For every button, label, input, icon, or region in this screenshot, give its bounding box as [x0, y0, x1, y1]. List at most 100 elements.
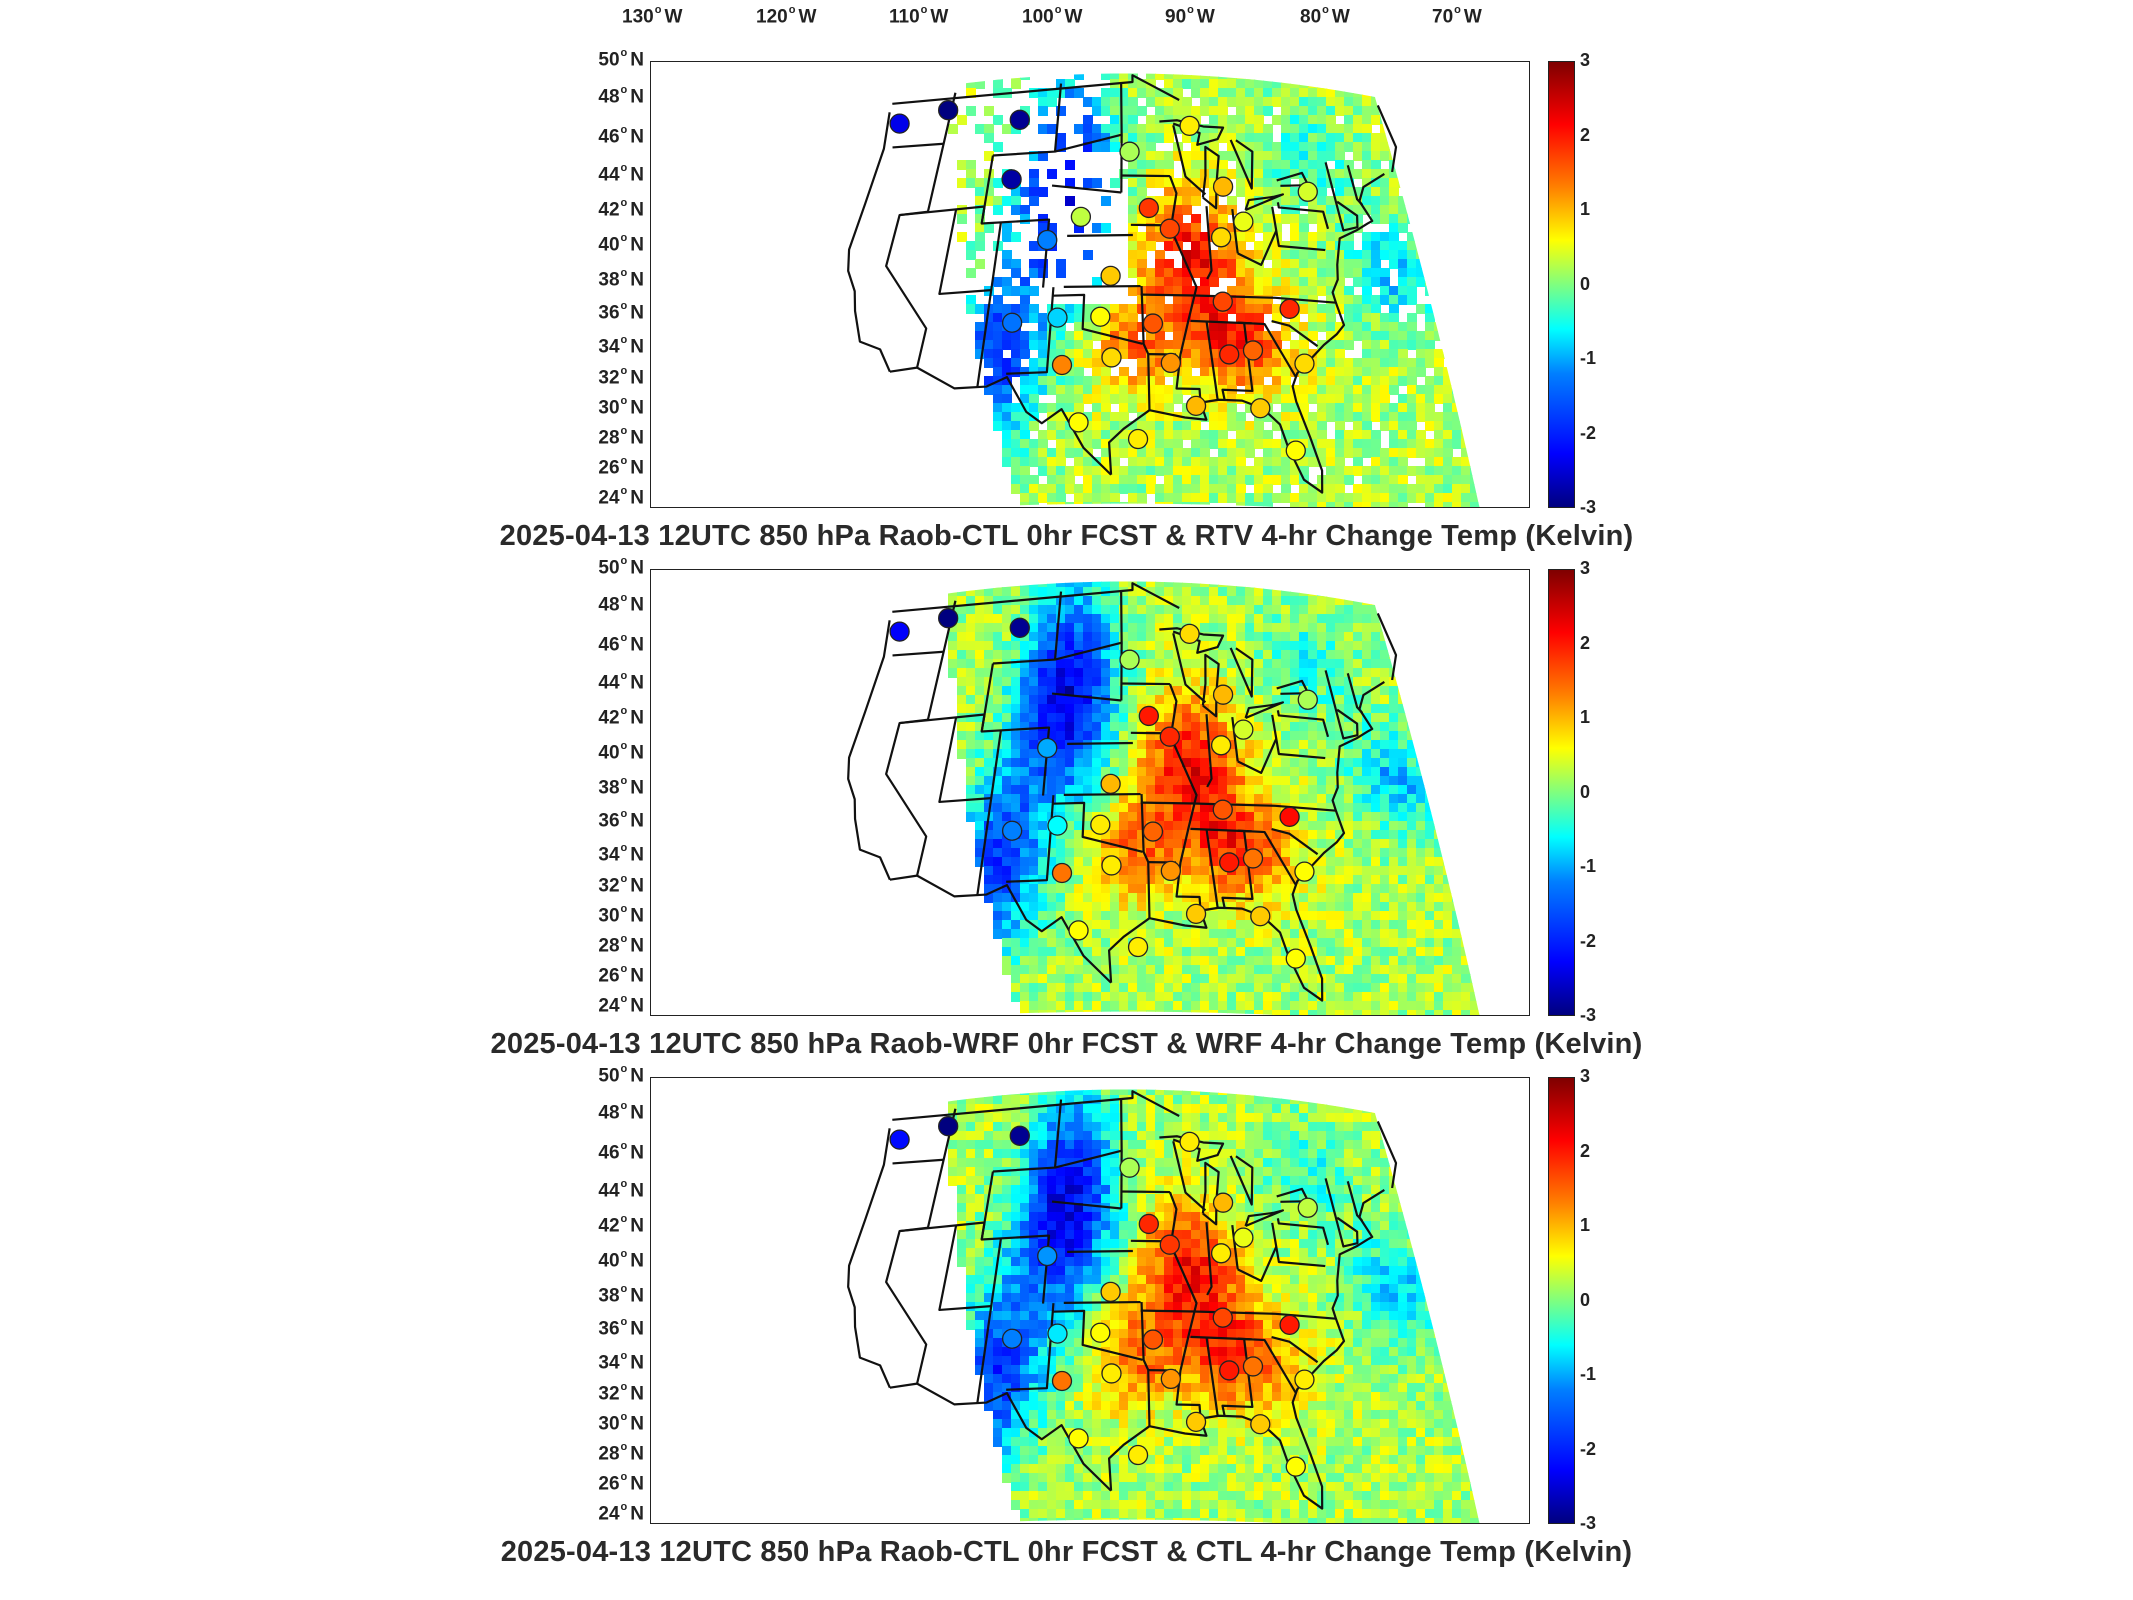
lat-label: 36o N [598, 1316, 644, 1340]
lat-label: 34o N [598, 1350, 644, 1374]
temperature-field [948, 581, 1484, 1015]
lat-label: 32o N [598, 873, 644, 897]
lon-label: 70o W [1432, 4, 1482, 28]
colorbar-tick-label: 3 [1580, 1066, 1591, 1086]
station-marker [1297, 689, 1318, 710]
lat-label: 38o N [598, 775, 644, 799]
panel-title: 2025-04-13 12UTC 850 hPa Raob-CTL 0hr FC… [499, 520, 1634, 552]
temperature-field [948, 73, 1484, 507]
lat-label: 48o N [598, 84, 644, 108]
station-marker [1160, 1368, 1181, 1390]
station-marker [1179, 115, 1200, 136]
station-marker [1279, 806, 1300, 828]
colorbar-tick-label: 1 [1580, 199, 1591, 219]
station-marker [1090, 1322, 1111, 1343]
station-marker [1294, 861, 1315, 882]
lat-label: 24o N [598, 485, 644, 509]
station-marker [1185, 903, 1207, 925]
station-marker [1101, 347, 1122, 368]
map-plot-area [650, 61, 1530, 508]
lat-label: 50o N [598, 555, 644, 579]
lat-label: 44o N [598, 670, 644, 694]
station-marker [1127, 936, 1149, 958]
station-marker [1185, 395, 1207, 417]
station-marker [1285, 1456, 1306, 1477]
station-marker [1279, 1314, 1300, 1336]
colorbar-tick-label: 0 [1580, 781, 1591, 802]
map-panel-2: 50o N 48o N 46o N 44o N 42o N 40o N 38o N 36o N 34o N 32o N… [0, 555, 2133, 1074]
station-marker [1009, 109, 1030, 130]
lat-label: 40o N [598, 1248, 644, 1272]
lat-label: 26o N [598, 1471, 644, 1495]
colorbar [1548, 61, 1575, 508]
lat-label: 24o N [598, 993, 644, 1017]
station-marker [1250, 1414, 1271, 1435]
map-svg [847, 581, 1484, 1015]
station-marker [1138, 1213, 1159, 1235]
lat-label: 26o N [598, 963, 644, 987]
station-marker [889, 1129, 910, 1150]
lat-label: 28o N [598, 425, 644, 449]
station-marker [1051, 862, 1073, 884]
station-marker [1051, 1370, 1073, 1392]
panel-title: 2025-04-13 12UTC 850 hPa Raob-WRF 0hr FC… [490, 1028, 1643, 1060]
lon-label: 110o W [889, 4, 949, 28]
lat-label: 36o N [598, 808, 644, 832]
lon-label: 100o W [1022, 4, 1083, 28]
station-marker [1009, 617, 1030, 638]
lat-label: 32o N [598, 1381, 644, 1405]
station-marker [1119, 1157, 1140, 1178]
station-marker [1090, 814, 1111, 835]
station-marker [889, 621, 910, 642]
station-marker [1219, 344, 1240, 365]
lat-label: 30o N [598, 903, 644, 927]
lat-label: 34o N [598, 334, 644, 358]
lat-label: 28o N [598, 933, 644, 957]
station-marker [938, 100, 959, 121]
colorbar [1548, 1077, 1575, 1524]
lat-label: 38o N [598, 267, 644, 291]
station-marker [1127, 428, 1149, 450]
station-marker [1001, 312, 1023, 333]
station-marker [1037, 737, 1058, 759]
station-marker [1047, 1323, 1068, 1344]
lat-label: 46o N [598, 124, 644, 148]
colorbar-tick-label: 1 [1580, 1215, 1591, 1235]
colorbar-tick-label: 3 [1580, 558, 1591, 578]
lon-label: 80o W [1300, 4, 1350, 28]
station-marker [1219, 852, 1240, 873]
colorbar-tick-label: -3 [1580, 1005, 1597, 1025]
lat-label: 50o N [598, 1063, 644, 1087]
station-marker [1100, 265, 1121, 287]
station-marker [1037, 229, 1058, 251]
panel-title: 2025-04-13 12UTC 850 hPa Raob-CTL 0hr FC… [500, 1536, 1633, 1568]
colorbar-tick-label: -1 [1580, 348, 1597, 368]
station-marker [1159, 218, 1180, 239]
station-marker [1219, 1360, 1240, 1381]
station-marker [1250, 398, 1271, 419]
station-marker [1210, 735, 1232, 756]
lat-label: 30o N [598, 395, 644, 419]
station-marker [1119, 141, 1140, 162]
lat-label: 28o N [598, 1441, 644, 1465]
station-marker [1297, 181, 1318, 202]
map-panel-3: 50o N 48o N 46o N 44o N 42o N 40o N 38o N 36o N 34o N 32o N… [0, 1063, 2133, 1582]
raob-stations [889, 100, 1318, 461]
lat-label: 34o N [598, 842, 644, 866]
lat-label: 30o N [598, 1411, 644, 1435]
station-marker [1212, 1192, 1234, 1213]
colorbar-tick-label: -3 [1580, 497, 1597, 517]
station-marker [1212, 176, 1234, 197]
map-plot-area [650, 1077, 1530, 1524]
lat-label: 36o N [598, 300, 644, 324]
station-marker [1212, 799, 1233, 820]
colorbar-tick-label: 2 [1580, 1140, 1591, 1161]
station-marker [1037, 1245, 1058, 1267]
map-panel-1: 50o N 48o N 46o N 44o N 42o N 40o N 38o N 36o N 34o N 32o N… [0, 47, 2133, 566]
colorbar-tick-label: 2 [1580, 124, 1591, 145]
station-marker [1070, 206, 1092, 227]
colorbar-tick-label: -1 [1580, 1364, 1597, 1384]
station-marker [1101, 1363, 1122, 1384]
station-marker [1001, 820, 1023, 841]
station-marker [1159, 726, 1180, 747]
